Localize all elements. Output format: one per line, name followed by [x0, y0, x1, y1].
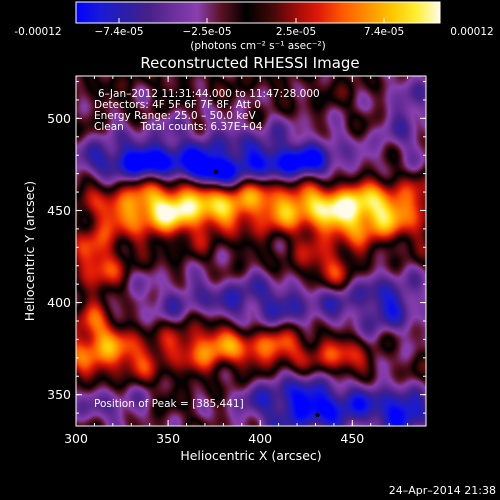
peak-marker [213, 169, 219, 174]
annotation-peak: Position of Peak = [385,441] [94, 398, 244, 410]
x-axis-label: Heliocentric X (arcsec) [180, 448, 321, 463]
annotations: 6–Jan–2012 11:31:44.000 to 11:47:28.000 … [94, 88, 320, 410]
chart-title: Reconstructed RHESSI Image [140, 54, 359, 72]
y-tick-label: 350 [47, 387, 71, 402]
colorbar-tick-label: -0.00012 [14, 26, 61, 38]
heatmap [76, 76, 426, 426]
y-axis-label: Heliocentric Y (arcsec) [22, 181, 37, 321]
annotation-time: 6–Jan–2012 11:31:44.000 to 11:47:28.000 [98, 88, 320, 100]
x-tick-label: 350 [156, 431, 180, 446]
peak-marker [315, 412, 320, 418]
x-tick-label: 300 [64, 431, 88, 446]
plot-frame [75, 75, 427, 427]
colorbar-tick-label: 7.4e-05 [364, 26, 404, 38]
colorbar-tick-label: −7.4e-05 [94, 26, 143, 38]
y-tick-label: 450 [47, 203, 71, 218]
colorbar-tick-label: 0.00012 [450, 26, 493, 38]
colorbar-tick-label: −2.5e-05 [182, 26, 231, 38]
colorbar-ticks [75, 18, 441, 23]
annotation-energy: Energy Range: 25.0 – 50.0 keV [94, 110, 256, 122]
annotation-detectors: Detectors: 4F 5F 6F 7F 8F, Att 0 [94, 99, 261, 111]
x-tick-label: 450 [340, 431, 364, 446]
x-axis: 300 350 400 450 [64, 76, 409, 446]
heatmap-image [76, 76, 426, 426]
y-axis: 350 400 450 500 [47, 81, 426, 414]
y-tick-label: 400 [47, 295, 71, 310]
colorbar-units-label: (photons cm⁻² s⁻¹ asec⁻²) [190, 40, 325, 52]
annotation-clean: Clean Total counts: 6.37E+04 [94, 121, 263, 133]
peak-markers [213, 169, 320, 418]
y-tick-label: 500 [47, 111, 71, 126]
x-tick-label: 400 [248, 431, 272, 446]
colorbar-tick-label: 2.5e-05 [276, 26, 316, 38]
colorbar [75, 1, 441, 24]
footer-date: 24–Apr–2014 21:38 [389, 484, 496, 497]
colorbar-tick-labels: -0.00012 −7.4e-05 −2.5e-05 2.5e-05 7.4e-05 0.… [14, 26, 493, 38]
